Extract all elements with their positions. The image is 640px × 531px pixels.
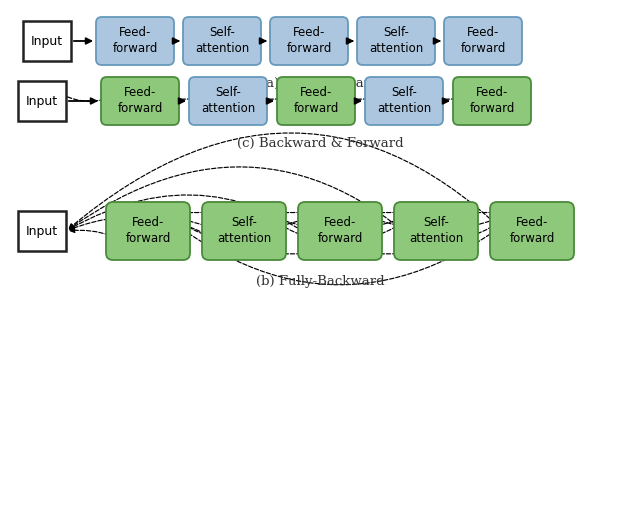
FancyBboxPatch shape	[18, 211, 66, 251]
Text: Self-
attention: Self- attention	[377, 87, 431, 116]
FancyBboxPatch shape	[106, 202, 190, 260]
FancyBboxPatch shape	[189, 77, 267, 125]
FancyBboxPatch shape	[183, 17, 261, 65]
Text: Input: Input	[31, 35, 63, 47]
Text: Input: Input	[26, 95, 58, 107]
FancyBboxPatch shape	[202, 202, 286, 260]
Text: Self-
attention: Self- attention	[217, 217, 271, 245]
FancyBboxPatch shape	[298, 202, 382, 260]
FancyBboxPatch shape	[365, 77, 443, 125]
FancyBboxPatch shape	[444, 17, 522, 65]
Text: (a) Fully-Forward: (a) Fully-Forward	[261, 76, 379, 90]
Text: Feed-
forward: Feed- forward	[469, 87, 515, 116]
Text: Feed-
forward: Feed- forward	[509, 217, 555, 245]
FancyBboxPatch shape	[394, 202, 478, 260]
Text: (b) Fully-Backward: (b) Fully-Backward	[256, 276, 384, 288]
Text: Self-
attention: Self- attention	[369, 27, 423, 56]
FancyBboxPatch shape	[490, 202, 574, 260]
Text: (c) Backward & Forward: (c) Backward & Forward	[237, 136, 403, 150]
Text: Self-
attention: Self- attention	[409, 217, 463, 245]
FancyBboxPatch shape	[357, 17, 435, 65]
Text: Feed-
forward: Feed- forward	[317, 217, 363, 245]
Text: Feed-
forward: Feed- forward	[460, 27, 506, 56]
Text: Self-
attention: Self- attention	[195, 27, 249, 56]
Text: Feed-
forward: Feed- forward	[286, 27, 332, 56]
FancyBboxPatch shape	[453, 77, 531, 125]
Text: Feed-
forward: Feed- forward	[117, 87, 163, 116]
Text: Feed-
forward: Feed- forward	[293, 87, 339, 116]
Text: Feed-
forward: Feed- forward	[125, 217, 171, 245]
FancyBboxPatch shape	[18, 81, 66, 121]
FancyBboxPatch shape	[96, 17, 174, 65]
Text: Self-
attention: Self- attention	[201, 87, 255, 116]
FancyBboxPatch shape	[277, 77, 355, 125]
FancyBboxPatch shape	[23, 21, 71, 61]
Text: Input: Input	[26, 225, 58, 237]
FancyBboxPatch shape	[101, 77, 179, 125]
Text: Feed-
forward: Feed- forward	[112, 27, 157, 56]
FancyBboxPatch shape	[270, 17, 348, 65]
